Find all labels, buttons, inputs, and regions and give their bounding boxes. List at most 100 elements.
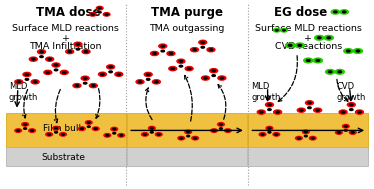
Circle shape	[62, 134, 64, 135]
Circle shape	[194, 137, 197, 139]
Text: TMA purge: TMA purge	[151, 6, 223, 19]
Circle shape	[89, 13, 96, 16]
Circle shape	[356, 110, 364, 114]
Circle shape	[273, 29, 280, 32]
Circle shape	[226, 130, 229, 131]
Circle shape	[220, 124, 223, 125]
Circle shape	[192, 136, 199, 140]
Circle shape	[167, 51, 175, 56]
Circle shape	[257, 110, 265, 114]
Circle shape	[274, 110, 282, 114]
Circle shape	[83, 77, 87, 79]
Circle shape	[46, 133, 52, 136]
Circle shape	[113, 128, 116, 130]
Circle shape	[179, 65, 183, 67]
Circle shape	[151, 51, 159, 56]
Circle shape	[358, 111, 361, 113]
Circle shape	[275, 29, 278, 31]
Circle shape	[334, 11, 337, 13]
Circle shape	[150, 127, 153, 129]
Circle shape	[204, 77, 207, 79]
Bar	[248, 147, 368, 166]
Text: CVD reactions: CVD reactions	[275, 42, 342, 51]
Circle shape	[157, 134, 160, 135]
Circle shape	[94, 128, 97, 129]
Circle shape	[295, 136, 302, 140]
Circle shape	[308, 102, 311, 104]
Circle shape	[185, 130, 191, 134]
Circle shape	[185, 67, 193, 71]
Circle shape	[159, 44, 167, 48]
Circle shape	[147, 78, 150, 80]
Text: TMA dose: TMA dose	[36, 6, 101, 19]
Circle shape	[275, 134, 278, 135]
Circle shape	[148, 126, 155, 130]
Bar	[248, 113, 368, 147]
Circle shape	[193, 49, 196, 51]
Circle shape	[106, 135, 109, 136]
Circle shape	[29, 129, 36, 132]
Circle shape	[33, 81, 37, 83]
Circle shape	[315, 36, 324, 40]
Circle shape	[306, 101, 313, 105]
Bar	[6, 113, 126, 147]
Circle shape	[153, 53, 156, 54]
Circle shape	[150, 132, 153, 133]
Circle shape	[171, 68, 174, 70]
Circle shape	[101, 73, 104, 75]
Text: +: +	[62, 34, 70, 43]
Circle shape	[136, 80, 144, 84]
Circle shape	[161, 50, 165, 52]
Circle shape	[59, 133, 66, 136]
Circle shape	[85, 121, 92, 124]
Circle shape	[340, 10, 348, 14]
Circle shape	[81, 76, 89, 80]
Circle shape	[191, 48, 199, 52]
Circle shape	[311, 137, 314, 139]
Circle shape	[24, 124, 27, 125]
Circle shape	[304, 135, 307, 137]
Circle shape	[92, 127, 99, 130]
Circle shape	[347, 50, 350, 52]
Circle shape	[341, 111, 345, 113]
Circle shape	[224, 129, 231, 132]
Circle shape	[300, 109, 303, 111]
Circle shape	[40, 51, 43, 53]
Circle shape	[54, 64, 58, 66]
Circle shape	[96, 6, 103, 10]
Circle shape	[22, 123, 28, 126]
Circle shape	[201, 46, 205, 48]
Circle shape	[31, 130, 34, 131]
Circle shape	[80, 128, 83, 129]
Bar	[6, 147, 126, 166]
Circle shape	[117, 73, 120, 75]
Circle shape	[98, 12, 101, 13]
Circle shape	[161, 45, 165, 47]
Circle shape	[201, 41, 205, 43]
Circle shape	[17, 130, 20, 131]
Circle shape	[187, 68, 191, 70]
Circle shape	[308, 107, 311, 109]
Circle shape	[103, 13, 110, 16]
Circle shape	[295, 43, 304, 48]
Circle shape	[118, 134, 125, 137]
Circle shape	[141, 133, 148, 136]
Circle shape	[343, 125, 349, 128]
Circle shape	[83, 82, 87, 84]
Circle shape	[88, 126, 90, 127]
Circle shape	[288, 44, 292, 46]
Circle shape	[138, 81, 142, 83]
Circle shape	[55, 132, 58, 133]
Circle shape	[74, 42, 82, 46]
Bar	[127, 147, 247, 166]
Circle shape	[55, 127, 58, 129]
Circle shape	[202, 76, 209, 80]
Circle shape	[209, 49, 213, 51]
Circle shape	[344, 125, 347, 127]
Circle shape	[335, 131, 342, 134]
Circle shape	[15, 129, 22, 132]
Circle shape	[212, 130, 215, 131]
Circle shape	[15, 80, 23, 84]
Circle shape	[199, 40, 207, 44]
Circle shape	[169, 53, 173, 54]
